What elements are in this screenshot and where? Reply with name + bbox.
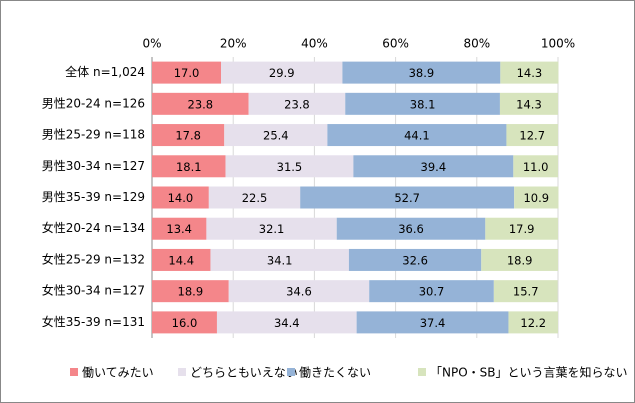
bar-segment [152,61,222,84]
value-label: 32.6 [402,253,428,267]
value-label: 37.4 [420,316,446,330]
value-label: 14.3 [516,97,542,111]
bar-segment [508,311,558,334]
legend-label: 「NPO・SB」という言葉を知らない [430,366,628,380]
bar-segment [481,248,558,271]
value-label: 23.8 [284,97,310,111]
bar-segment [500,61,559,84]
value-label: 14.0 [168,191,194,205]
bar-segment [493,280,558,303]
value-label: 18.1 [176,160,202,174]
value-label: 23.8 [188,97,214,111]
bar-segment [152,124,225,147]
value-label: 34.4 [274,316,300,330]
y-tick-label: 男性35-39 n=129 [42,190,145,204]
bar-segment [345,92,500,115]
bar-segment [206,217,337,240]
value-label: 44.1 [404,129,430,143]
value-label: 38.1 [410,97,436,111]
bar-segment [152,311,217,334]
bar-segment [152,186,209,209]
bar-segment [152,280,229,303]
bar-segment [485,217,558,240]
legend-swatch [70,368,78,376]
legend-label: 働きたくない [299,366,371,380]
value-label: 34.1 [267,253,293,267]
bar-segment [513,155,558,178]
y-tick-label: 女性30-34 n=127 [42,283,145,298]
value-label: 29.9 [269,66,295,80]
value-label: 17.9 [509,222,535,236]
bar-segment [228,280,370,303]
bar-segment [152,155,226,178]
value-label: 16.0 [172,316,198,330]
bar-segment [248,92,346,115]
bar-segment [369,280,494,303]
bar-segment [152,248,211,271]
bar-segment [506,124,558,147]
value-label: 34.6 [286,285,312,299]
bar-segment [348,248,482,271]
x-tick-label: 20% [220,37,247,51]
y-tick-label: 男性20-24 n=126 [42,96,145,110]
value-label: 10.9 [523,191,549,205]
x-tick-label: 100% [541,37,575,51]
bar-segment [224,124,328,147]
bar-segment [499,92,558,115]
x-tick-label: 40% [301,37,328,51]
bar-segment [514,186,559,209]
value-label: 32.1 [259,222,285,236]
bar-segment [356,311,509,334]
bar-segment [342,61,501,84]
bar-segment [336,217,486,240]
value-label: 18.9 [507,253,533,267]
bar-segment [225,155,354,178]
legend-swatch [287,368,295,376]
value-label: 36.6 [398,222,424,236]
value-label: 17.0 [174,66,200,80]
bar-segment [216,311,357,334]
bar-segment [353,155,514,178]
value-label: 14.4 [168,253,194,267]
value-label: 13.4 [166,222,192,236]
value-label: 17.8 [175,129,201,143]
legend-label: どちらともいえない [190,366,298,380]
value-label: 14.3 [517,66,543,80]
bar-segment [210,248,349,271]
bar-segment [327,124,507,147]
value-label: 31.5 [277,160,303,174]
y-tick-label: 全体 n=1,024 [65,64,145,79]
value-label: 12.7 [519,129,545,143]
y-tick-label: 男性30-34 n=127 [42,159,145,173]
value-label: 38.9 [409,66,435,80]
value-label: 12.2 [520,316,546,330]
bar-segment [221,61,343,84]
y-tick-label: 女性25-29 n=132 [42,251,145,266]
value-label: 52.7 [394,191,420,205]
value-label: 25.4 [263,129,289,143]
value-label: 39.4 [421,160,447,174]
value-label: 22.5 [242,191,268,205]
legend-swatch [418,368,426,376]
x-tick-label: 60% [382,37,409,51]
bar-segment [300,186,515,209]
y-tick-label: 男性25-29 n=118 [42,128,145,142]
y-tick-label: 女性20-24 n=134 [42,220,145,235]
value-label: 11.0 [523,160,549,174]
bar-segment [152,92,249,115]
value-label: 30.7 [419,285,445,299]
y-tick-label: 女性35-39 n=131 [42,314,145,329]
bar-segment [208,186,301,209]
legend-swatch [178,368,186,376]
value-label: 18.9 [178,285,204,299]
value-label: 15.7 [513,285,539,299]
legend-label: 働いてみたい [82,366,154,380]
x-tick-label: 0% [142,37,161,51]
x-tick-label: 80% [463,37,490,51]
bar-segment [152,217,207,240]
